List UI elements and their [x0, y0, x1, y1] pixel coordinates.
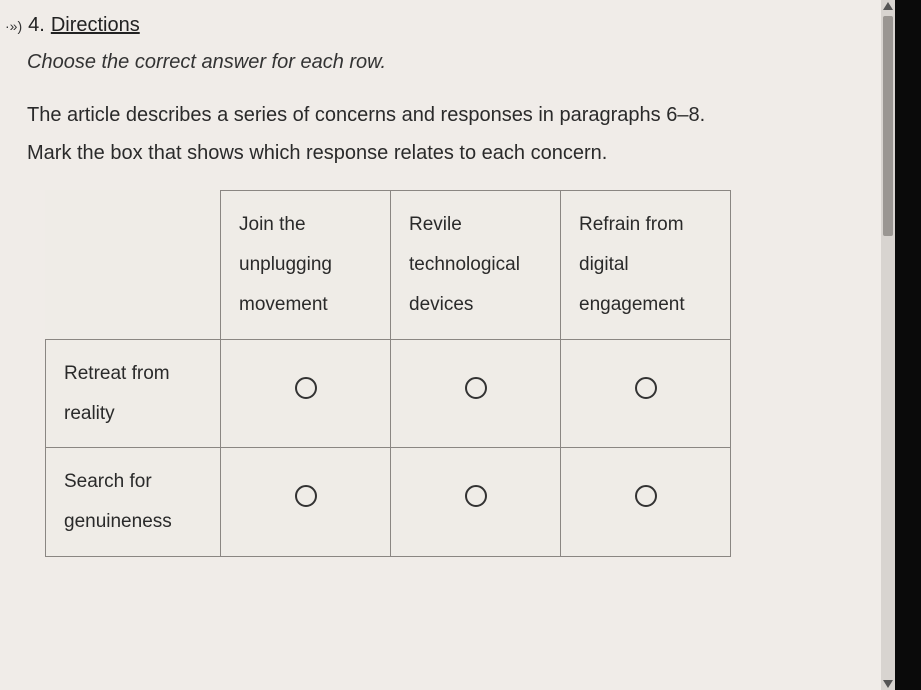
radio-option[interactable]	[465, 377, 487, 399]
radio-option[interactable]	[465, 485, 487, 507]
matrix-header-row: Join the unplugging movement Revile tech…	[46, 191, 731, 340]
matrix-corner-cell	[46, 191, 221, 340]
row-label: Search for genuineness	[46, 448, 221, 557]
scrollbar-track[interactable]	[881, 0, 895, 690]
option-cell	[391, 448, 561, 557]
matrix-row: Search for genuineness	[46, 448, 731, 557]
radio-option[interactable]	[635, 377, 657, 399]
question-number: 4.	[28, 14, 45, 37]
audio-icon[interactable]: ·»)	[5, 18, 22, 34]
matrix-row: Retreat from reality	[46, 339, 731, 448]
answer-matrix: Join the unplugging movement Revile tech…	[45, 190, 731, 557]
option-cell	[221, 339, 391, 448]
column-header: Join the unplugging movement	[221, 191, 391, 340]
scroll-up-icon[interactable]	[883, 2, 893, 10]
body-line-2: Mark the box that shows which response r…	[27, 142, 607, 164]
option-cell	[221, 448, 391, 557]
scroll-down-icon[interactable]	[883, 680, 893, 688]
question-body: The article describes a series of concer…	[27, 96, 860, 172]
question-header: ·») 4. Directions	[5, 14, 860, 37]
radio-option[interactable]	[295, 377, 317, 399]
scroll-thumb[interactable]	[883, 16, 893, 236]
row-label: Retreat from reality	[46, 339, 221, 448]
option-cell	[391, 339, 561, 448]
radio-option[interactable]	[635, 485, 657, 507]
option-cell	[561, 448, 731, 557]
instruction-text: Choose the correct answer for each row.	[27, 51, 860, 74]
column-header: Refrain from digital engagement	[561, 191, 731, 340]
directions-link[interactable]: Directions	[51, 14, 140, 37]
screen-edge	[895, 0, 921, 690]
body-line-1: The article describes a series of concer…	[27, 104, 705, 126]
option-cell	[561, 339, 731, 448]
radio-option[interactable]	[295, 485, 317, 507]
column-header: Revile technological devices	[391, 191, 561, 340]
